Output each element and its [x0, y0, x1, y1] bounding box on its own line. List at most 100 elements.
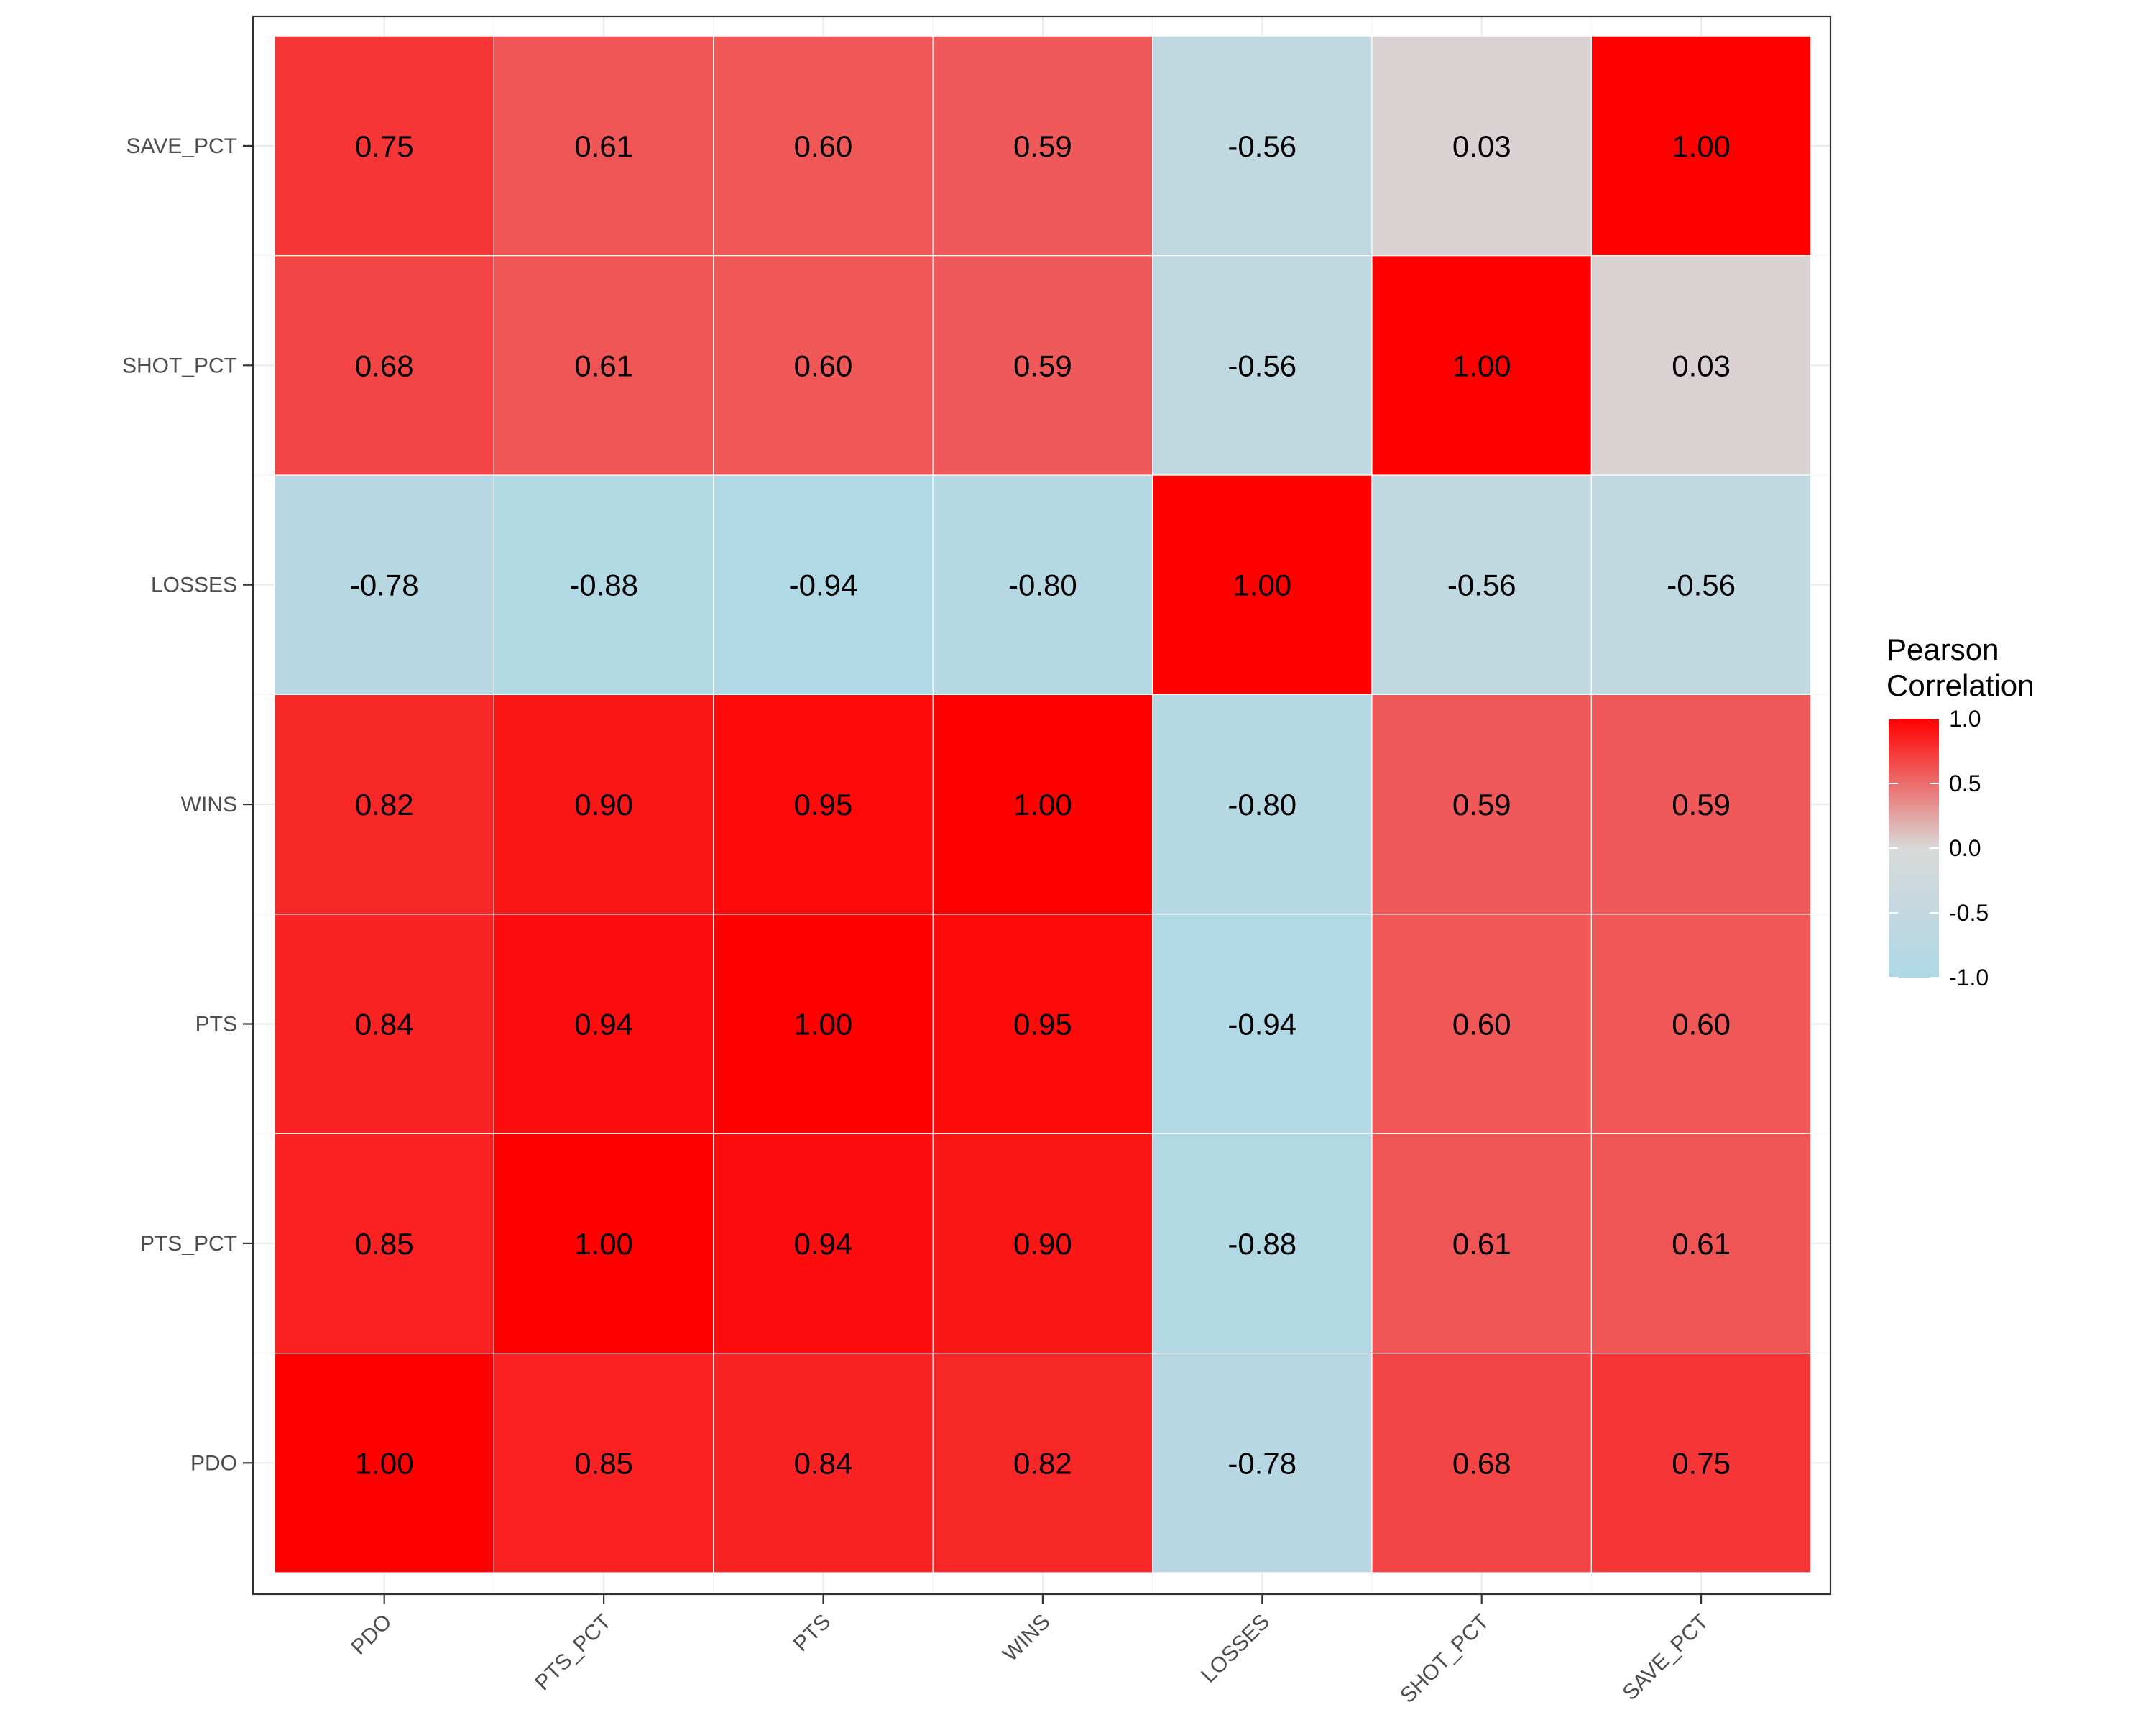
- heatmap-cell: [493, 694, 714, 915]
- heatmap-cell: [274, 694, 494, 915]
- heatmap-cell: [493, 1352, 714, 1573]
- heatmap-cell: [932, 474, 1153, 695]
- cell-value-label: -0.80: [1227, 788, 1296, 822]
- cell-value-label: 0.94: [794, 1227, 853, 1261]
- heatmap-cell: [932, 35, 1153, 257]
- cell-value-label: 0.61: [1452, 1227, 1511, 1261]
- cell-value-label: -0.94: [1227, 1008, 1296, 1041]
- x-tick-label: SAVE_PCT: [1618, 1610, 1713, 1706]
- heatmap-cell: [274, 1352, 494, 1573]
- legend-title: Pearson: [1886, 632, 1999, 666]
- x-axis: PDO PTS_PCT PTS WINS LOSSES SHOT_PCT SAVE_PCT: [346, 1594, 1713, 1708]
- x-tick-label: SHOT_PCT: [1396, 1610, 1493, 1708]
- cell-value-label: -0.56: [1667, 569, 1736, 602]
- heatmap-cell: [274, 255, 494, 476]
- heatmap-cell: [1590, 35, 1812, 257]
- cell-value-label: 0.75: [1672, 1446, 1731, 1480]
- heatmap-cell: [1371, 914, 1592, 1134]
- heatmap-cell: [493, 255, 714, 476]
- cell-value-label: 0.85: [574, 1446, 633, 1480]
- cell-value-label: -0.56: [1227, 129, 1296, 163]
- y-tick-label: SHOT_PCT: [122, 354, 237, 377]
- cell-value-label: 0.03: [1452, 129, 1511, 163]
- x-tick-label: WINS: [998, 1610, 1055, 1667]
- y-tick-label: PDO: [190, 1451, 237, 1475]
- cell-value-label: 0.60: [794, 129, 853, 163]
- cell-value-label: 1.00: [794, 1008, 853, 1041]
- heatmap-cell: [1151, 255, 1373, 476]
- heatmap-cell: [1371, 255, 1592, 476]
- cell-value-label: 1.00: [574, 1227, 633, 1261]
- heatmap-cell: [274, 914, 494, 1134]
- heatmap-tiles: [274, 35, 1812, 1573]
- y-tick-label: LOSSES: [151, 574, 237, 597]
- legend-tick-label: -0.5: [1949, 900, 1989, 926]
- cell-value-label: 0.82: [355, 788, 414, 822]
- heatmap-cell: [274, 474, 494, 695]
- cell-value-label: 0.59: [1013, 129, 1072, 163]
- x-tick-label: LOSSES: [1197, 1610, 1274, 1688]
- heatmap-cell: [1590, 694, 1812, 915]
- heatmap-cell: [713, 35, 934, 257]
- cell-value-label: 0.75: [355, 129, 414, 163]
- cell-value-label: 0.59: [1013, 349, 1072, 382]
- heatmap-cell: [1151, 1133, 1373, 1354]
- heatmap-cell: [932, 1352, 1153, 1573]
- heatmap-cell: [1371, 694, 1592, 915]
- heatmap-cell: [1151, 474, 1373, 695]
- cell-value-label: 0.82: [1013, 1446, 1072, 1480]
- cell-value-label: -0.78: [1227, 1446, 1296, 1480]
- heatmap-cell: [713, 1133, 934, 1354]
- cell-value-label: -0.88: [1227, 1227, 1296, 1261]
- heatmap-cell: [1371, 1133, 1592, 1354]
- y-axis: PDO PTS_PCT PTS WINS LOSSES SHOT_PCT SAVE_PCT: [122, 134, 253, 1475]
- cell-value-label: 0.90: [1013, 1227, 1072, 1261]
- cell-value-label: 1.00: [1013, 788, 1072, 822]
- heatmap-cell: [1151, 35, 1373, 257]
- cell-value-label: -0.78: [350, 569, 419, 602]
- cell-value-label: 0.61: [1672, 1227, 1731, 1261]
- cell-value-label: 0.68: [355, 349, 414, 382]
- y-tick-label: PTS_PCT: [140, 1232, 237, 1256]
- heatmap-cell: [713, 255, 934, 476]
- cell-value-label: -0.94: [789, 569, 858, 602]
- x-tick-label: PTS: [789, 1610, 836, 1657]
- heatmap-cell: [932, 694, 1153, 915]
- cell-value-label: 1.00: [1672, 129, 1731, 163]
- heatmap-cell: [1371, 474, 1592, 695]
- heatmap-cell: [1590, 1352, 1812, 1573]
- cell-labels: 1.00 0.85 0.84 0.82 -0.78 0.68 0.75 0.85 1.00 0.9…: [350, 129, 1736, 1480]
- x-tick-label: PTS_PCT: [530, 1610, 616, 1696]
- heatmap-cell: [493, 1133, 714, 1354]
- heatmap-cell: [274, 1133, 494, 1354]
- heatmap-cell: [713, 914, 934, 1134]
- heatmap-cell: [713, 1352, 934, 1573]
- heatmap-cell: [493, 914, 714, 1134]
- heatmap-cell: [1151, 914, 1373, 1134]
- heatmap-cell: [1590, 1133, 1812, 1354]
- cell-value-label: 0.61: [574, 349, 633, 382]
- heatmap-cell: [1590, 474, 1812, 695]
- legend-tick-label: 0.5: [1949, 770, 1981, 796]
- heatmap-cell: [1151, 1352, 1373, 1573]
- cell-value-label: 0.85: [355, 1227, 414, 1261]
- y-tick-label: WINS: [181, 793, 237, 816]
- heatmap-cell: [493, 474, 714, 695]
- cell-value-label: -0.56: [1447, 569, 1516, 602]
- cell-value-label: 0.94: [574, 1008, 633, 1041]
- heatmap-cell: [493, 35, 714, 257]
- cell-value-label: 0.90: [574, 788, 633, 822]
- cell-value-label: 0.59: [1672, 788, 1731, 822]
- heatmap-cell: [1371, 1352, 1592, 1573]
- heatmap-cell: [932, 914, 1153, 1134]
- heatmap-cell: [932, 1133, 1153, 1354]
- legend-title: Correlation: [1886, 668, 2034, 702]
- cell-value-label: 0.03: [1672, 349, 1731, 382]
- x-tick-label: PDO: [346, 1610, 396, 1660]
- cell-value-label: 1.00: [1452, 349, 1511, 382]
- cell-value-label: -0.56: [1227, 349, 1296, 382]
- y-tick-label: SAVE_PCT: [126, 134, 238, 158]
- heatmap-cell: [713, 474, 934, 695]
- cell-value-label: 0.60: [1452, 1008, 1511, 1041]
